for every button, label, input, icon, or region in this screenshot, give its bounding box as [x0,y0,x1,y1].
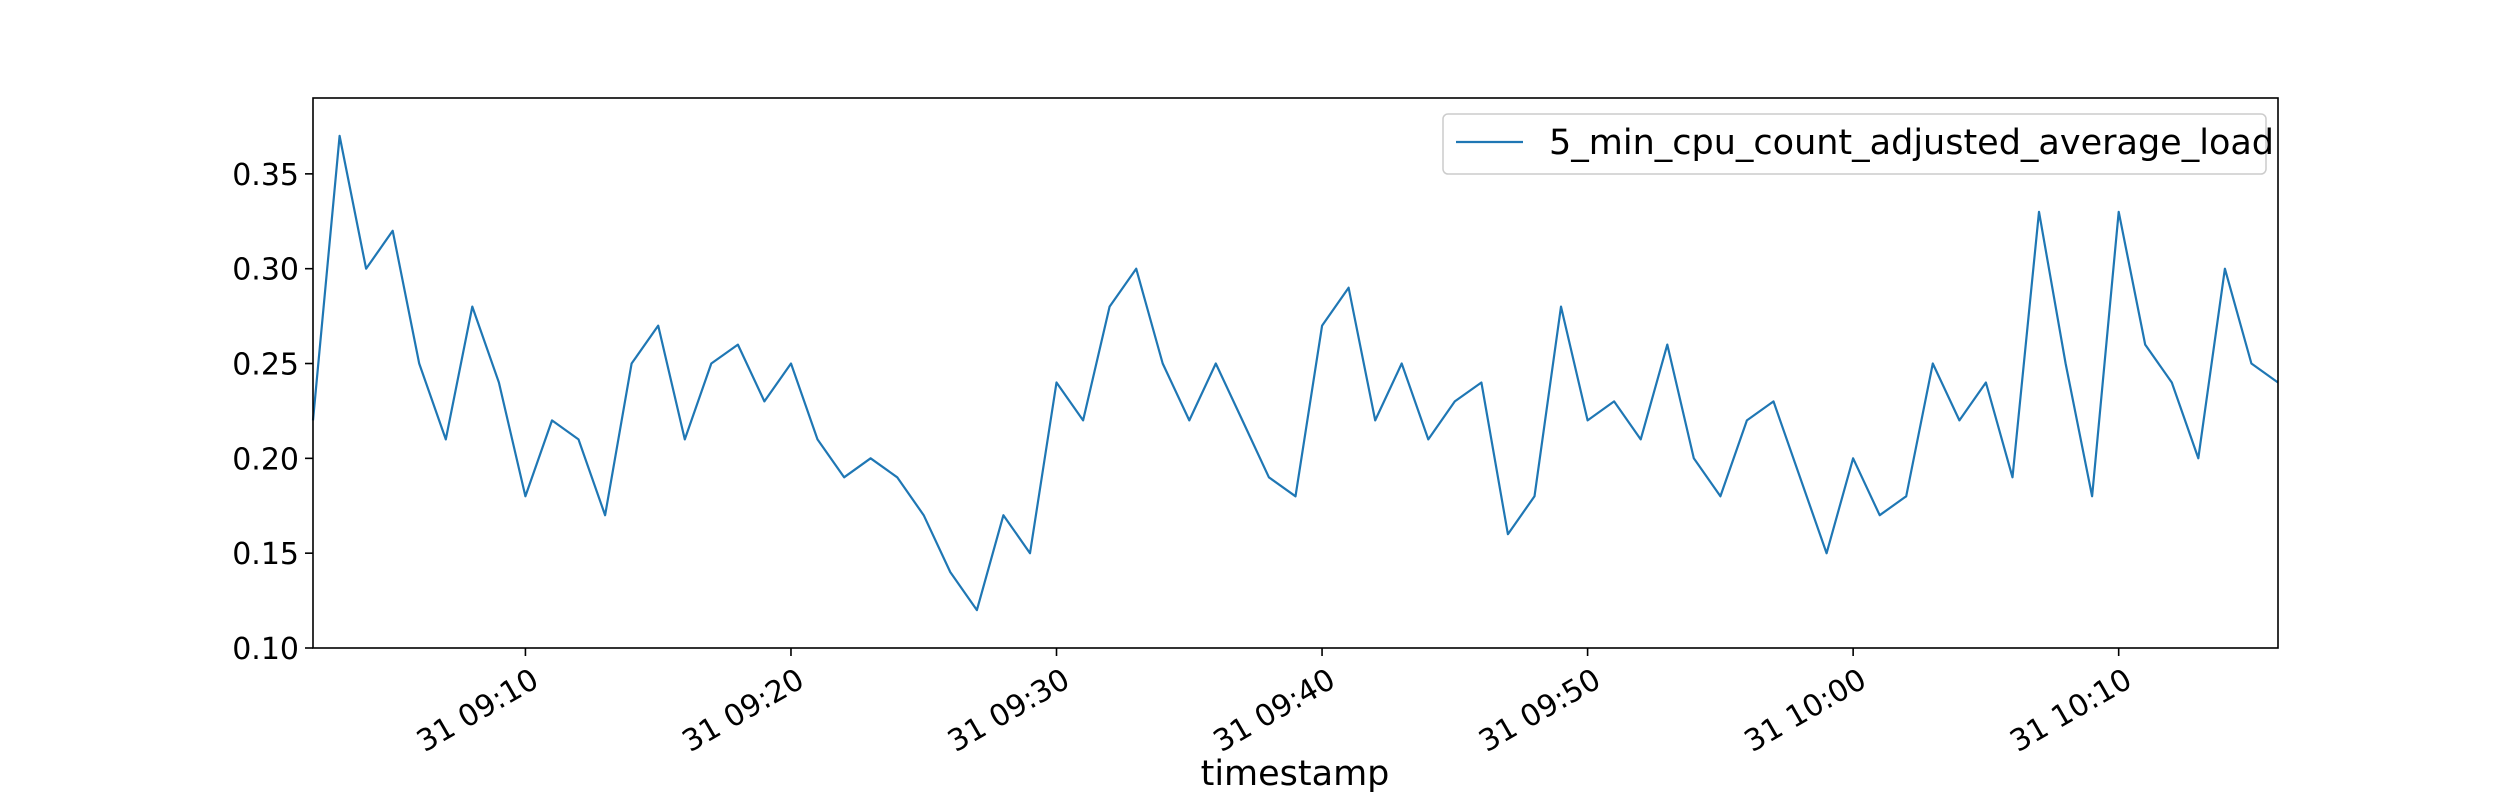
plot-area-frame [312,97,2279,649]
legend-box [1442,113,2267,175]
y-tick-label: 0.25 [232,348,299,383]
y-tick-label: 0.10 [232,632,299,667]
series-line [311,134,2279,612]
legend-label: 5_min_cpu_count_adjusted_average_load [1549,123,2274,163]
y-tick-label: 0.30 [232,253,299,288]
series-layer [311,134,2279,612]
y-tick-label: 0.20 [232,442,299,477]
y-tick-label: 0.35 [232,158,299,193]
y-axis: 0.10 0.15 0.20 0.25 0.30 0.35 [232,158,313,667]
x-axis-title: timestamp [1201,754,1390,794]
legend: 5_min_cpu_count_adjusted_average_load [1442,113,2274,175]
y-tick-label: 0.15 [232,537,299,572]
